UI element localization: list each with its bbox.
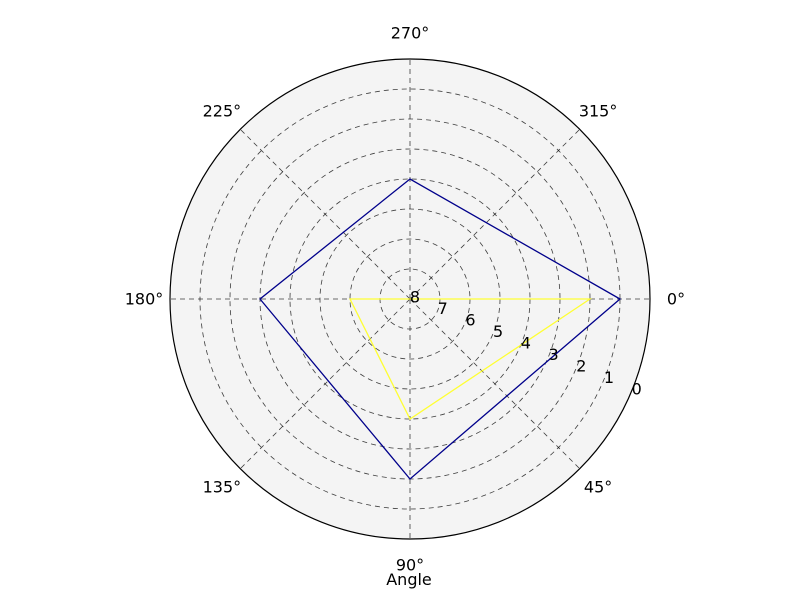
series-layer bbox=[259, 178, 622, 480]
theta-tick-label: 45° bbox=[584, 478, 612, 497]
theta-tick-label: 0° bbox=[667, 290, 685, 309]
theta-tick-labels: 0° 45° 90° 135° 180° 225° 270° 315° bbox=[125, 24, 685, 575]
r-tick-label: 5 bbox=[493, 322, 503, 341]
grid-spoke bbox=[409, 129, 580, 300]
grid-spoke bbox=[409, 298, 580, 469]
r-tick-label: 1 bbox=[604, 368, 614, 387]
r-tick-label: 7 bbox=[438, 299, 448, 318]
theta-tick-label: 225° bbox=[203, 101, 242, 120]
theta-tick-label: 315° bbox=[579, 101, 618, 120]
r-tick-label: 2 bbox=[576, 356, 586, 375]
series-line-1 bbox=[259, 178, 622, 480]
r-tick-label: 3 bbox=[548, 345, 558, 364]
series-line-2 bbox=[348, 298, 593, 420]
theta-tick-label: 180° bbox=[125, 290, 164, 309]
polar-frame bbox=[169, 58, 651, 540]
grid-spoke bbox=[240, 298, 411, 469]
r-tick-label: 0 bbox=[632, 379, 642, 398]
r-tick-label: 6 bbox=[465, 310, 475, 329]
grid-spoke bbox=[240, 129, 411, 300]
polar-frame-circle bbox=[169, 58, 651, 540]
theta-tick-label: 270° bbox=[391, 24, 430, 43]
r-tick-label: 4 bbox=[521, 333, 531, 352]
x-axis-title: Angle bbox=[386, 570, 432, 589]
r-tick-label: 8 bbox=[410, 288, 420, 307]
theta-tick-label: 135° bbox=[203, 478, 242, 497]
theta-tick-label: 90° bbox=[396, 556, 424, 575]
